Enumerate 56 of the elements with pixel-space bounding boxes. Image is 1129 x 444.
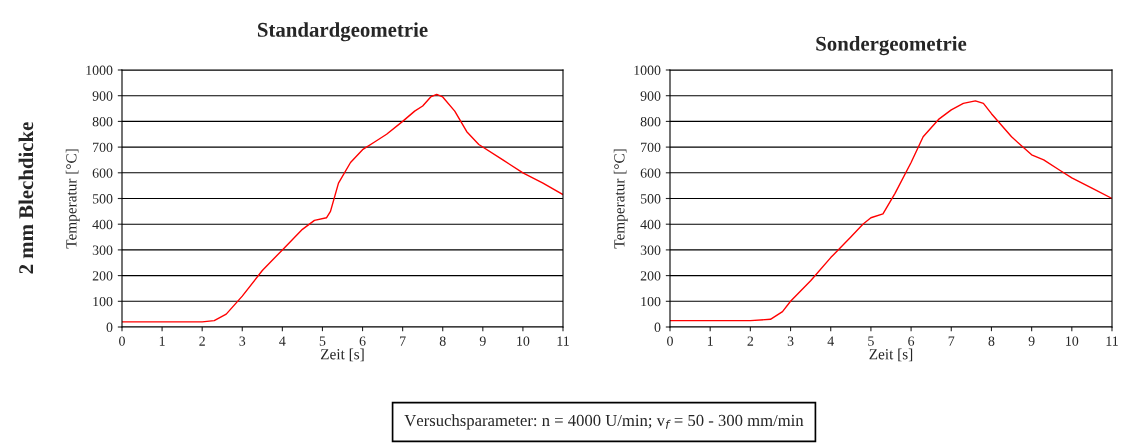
- x-tick-label: 9: [1028, 336, 1035, 346]
- y-tick-label: 600: [92, 168, 113, 178]
- x-tick-label: 7: [400, 336, 406, 346]
- x-tick-label: 6: [359, 336, 366, 346]
- x-tick-label: 4: [827, 336, 834, 346]
- y-tick-label: 1000: [86, 65, 113, 75]
- text: Versuchsparameter: n = 4000 U/min; v$_{f}$ = 50 - 300 mm/min: [404, 414, 804, 430]
- y-tick-label: 600: [640, 168, 661, 178]
- x-tick-label: 6: [908, 336, 915, 346]
- x-tick-label: 3: [787, 336, 794, 346]
- y-tick-label: 700: [93, 142, 113, 153]
- y-tick-label: 1000: [634, 65, 661, 75]
- y-tick-label: 300: [640, 245, 661, 255]
- x-tick-label: 2: [747, 336, 754, 346]
- x-tick-label: 11: [557, 336, 569, 346]
- y-tick-label: 800: [640, 116, 661, 127]
- x-tick-label: 10: [517, 336, 530, 346]
- y-tick-label: 100: [93, 296, 113, 307]
- x-tick-label: 0: [667, 336, 673, 346]
- y-axis-title: Temperatur [°C]: [613, 149, 628, 249]
- x-tick-label: 5: [319, 336, 326, 346]
- x-tick-label: 0: [119, 336, 125, 346]
- x-tick-label: 11: [1106, 336, 1118, 346]
- x-tick-label: 10: [1066, 336, 1079, 346]
- x-tick-label: 5: [868, 336, 874, 346]
- line-series: [670, 100, 1112, 322]
- y-tick-label: 200: [640, 271, 661, 281]
- y-tick-label: 0: [654, 322, 661, 332]
- y-tick-label: 800: [92, 116, 113, 127]
- x-tick-label: 8: [439, 336, 446, 346]
- line-series: [122, 93, 563, 323]
- x-tick-label: 4: [279, 336, 286, 346]
- y-axis-title: Temperatur [°C]: [65, 149, 80, 249]
- y-tick-label: 900: [640, 91, 661, 101]
- y-tick-label: 200: [92, 271, 113, 281]
- y-tick-label: 500: [640, 194, 661, 204]
- x-tick-label: 3: [239, 336, 246, 346]
- y-tick-label: 300: [92, 245, 113, 255]
- y-tick-label: 500: [92, 194, 113, 204]
- y-tick-label: 400: [640, 219, 661, 230]
- x-tick-label: 1: [159, 336, 165, 346]
- y-tick-label: 700: [641, 142, 661, 153]
- chart-title: Sondergeometrie: [816, 36, 967, 56]
- chart-title: Standardgeometrie: [257, 22, 428, 42]
- x-axis-title: Zeit [s]: [320, 348, 364, 362]
- y-tick-label: 100: [641, 296, 661, 307]
- text: 2 mm Blechdicke: [18, 122, 34, 274]
- x-tick-label: 1: [707, 336, 713, 346]
- x-tick-label: 7: [948, 336, 955, 346]
- x-tick-label: 9: [479, 336, 486, 346]
- y-tick-label: 900: [92, 91, 113, 101]
- x-axis-title: Zeit [s]: [869, 348, 913, 362]
- y-tick-label: 400: [92, 219, 113, 230]
- x-tick-label: 2: [199, 336, 205, 346]
- y-tick-label: 0: [106, 322, 113, 332]
- x-tick-label: 8: [988, 336, 995, 346]
